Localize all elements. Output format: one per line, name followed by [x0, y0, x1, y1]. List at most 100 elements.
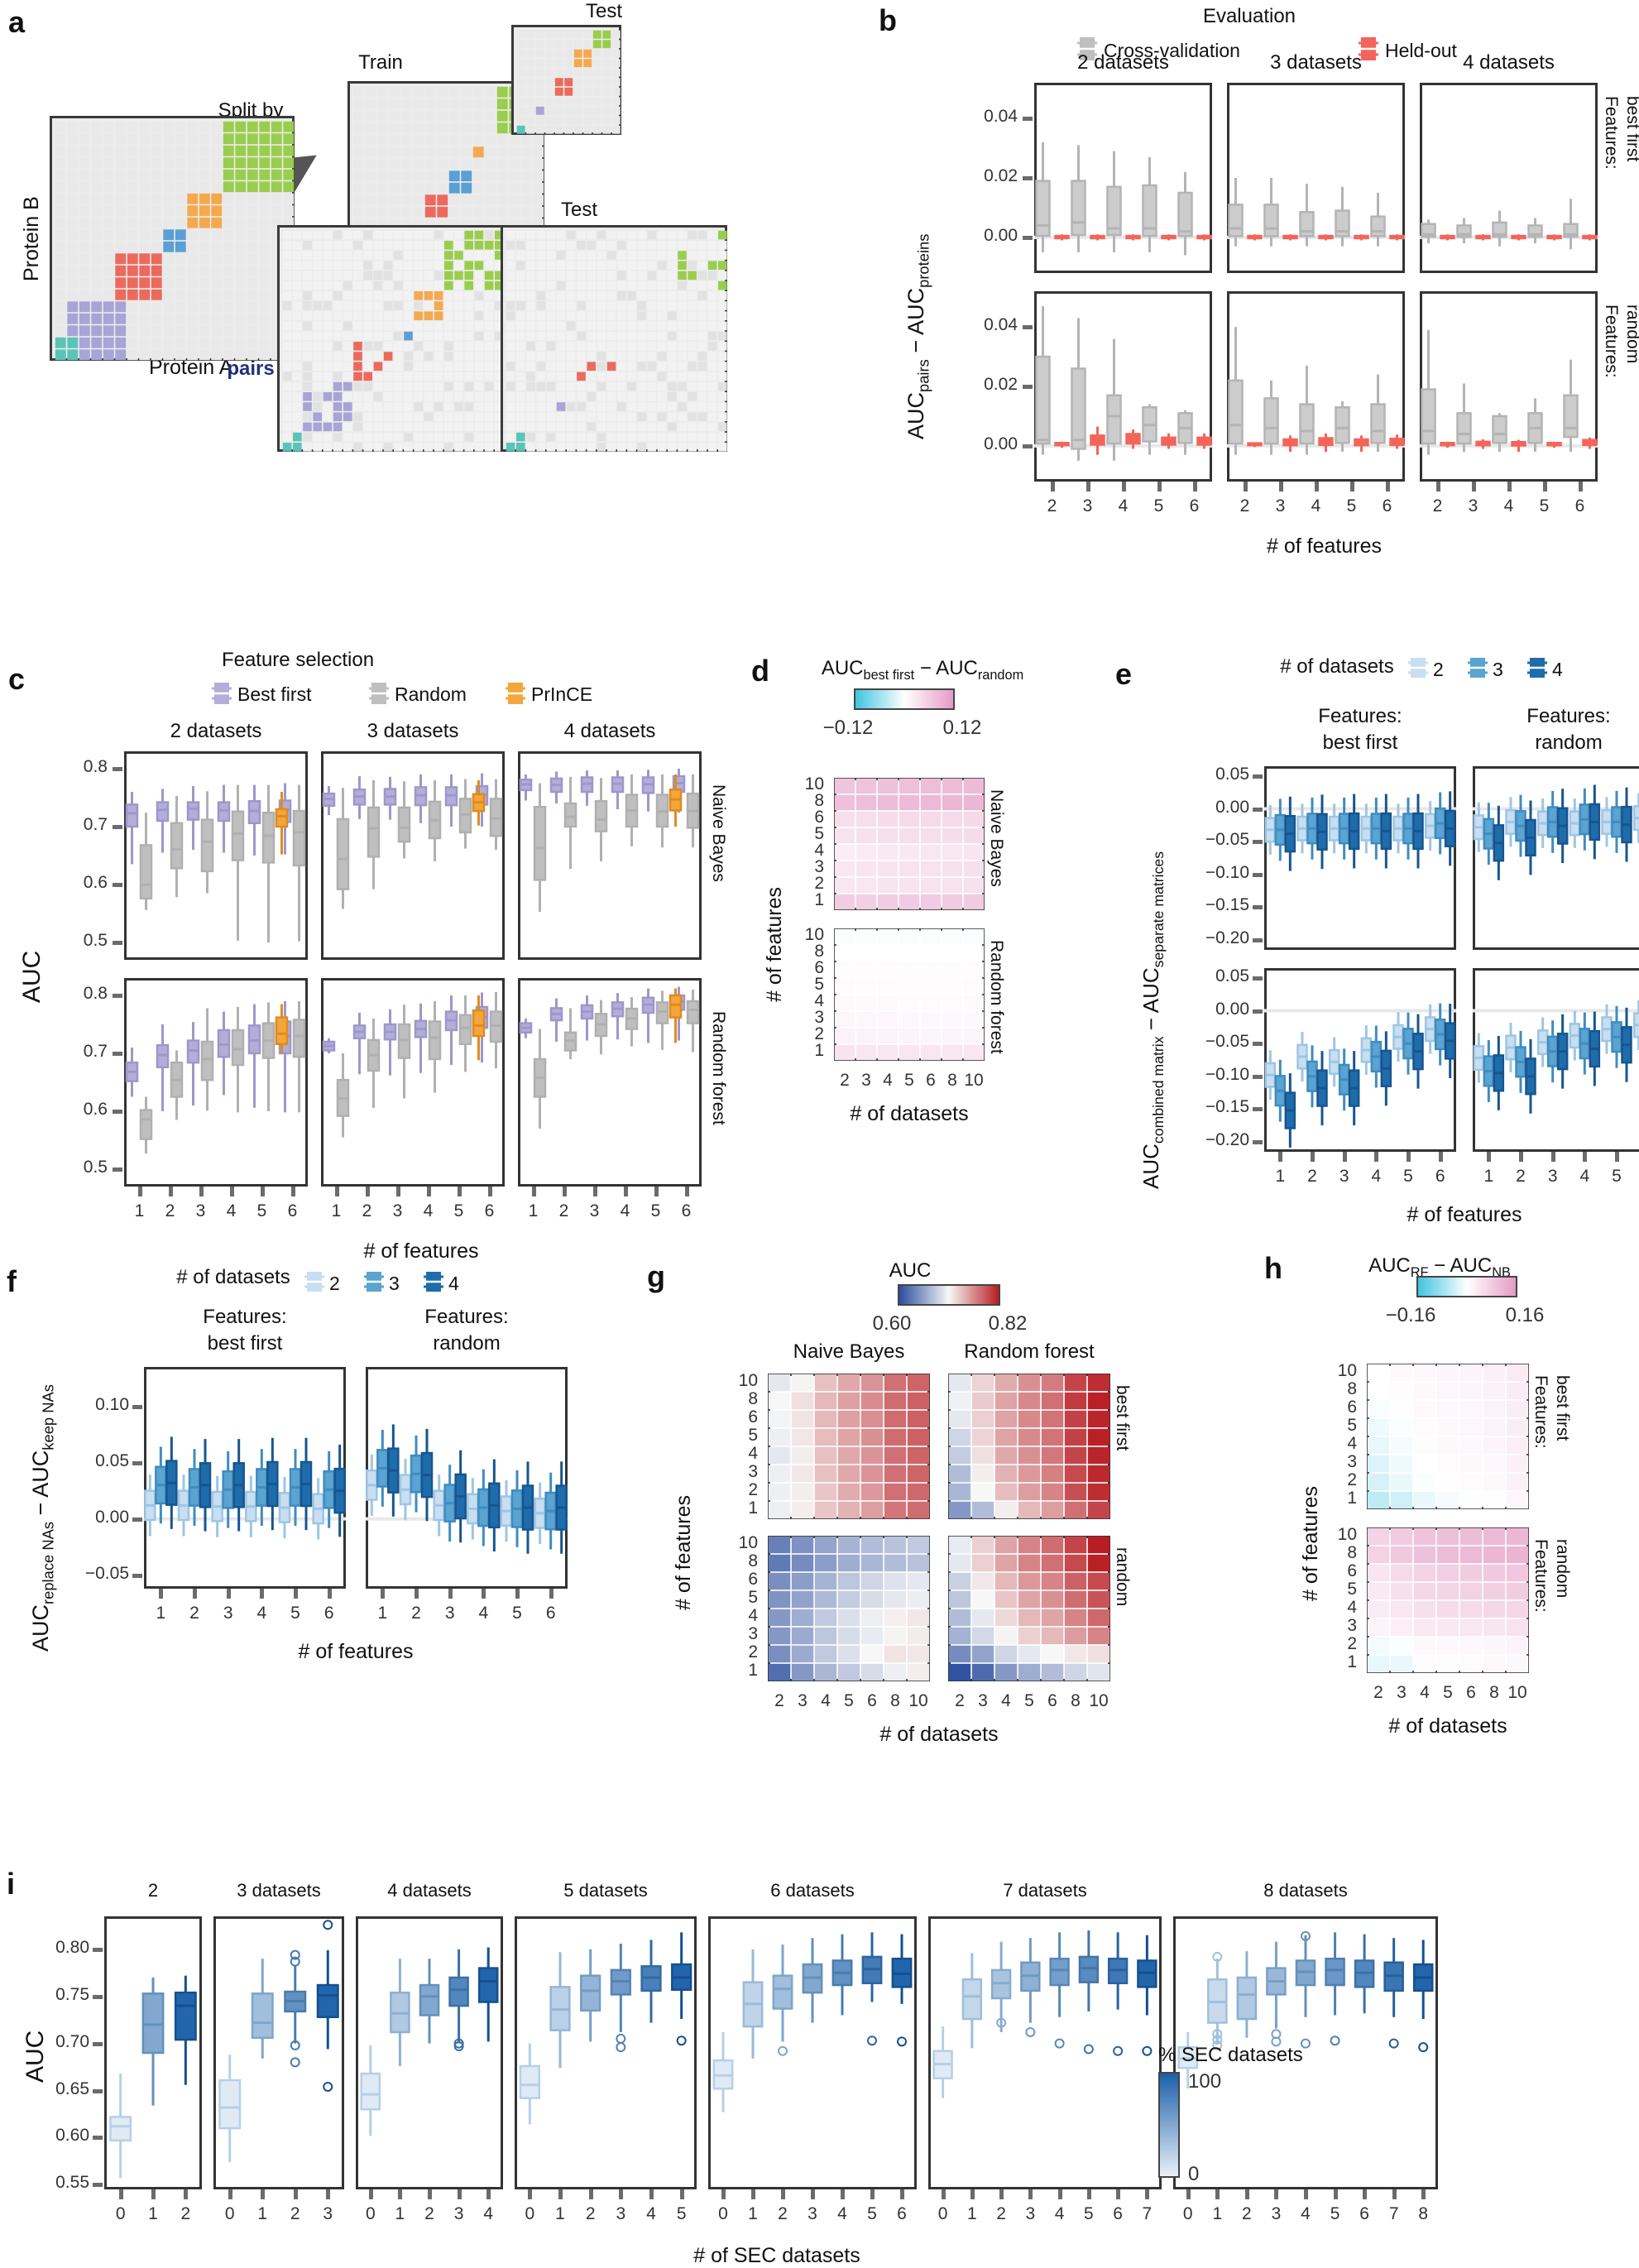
panel-b-xtick-label: 6 — [1382, 496, 1392, 515]
panel-c-ytick-mark — [113, 883, 122, 887]
pd-plot-ytick-label: 1 — [814, 1041, 824, 1060]
pf-plot-facet-r0c0 — [144, 1367, 346, 1589]
panel-c-yaxis-label: AUC — [18, 950, 46, 1003]
panel-b-ytick-label: 0.04 — [984, 107, 1018, 127]
panel-i-ytick-mark — [93, 2041, 103, 2046]
panel-b-ytick-label: 0.00 — [984, 225, 1018, 245]
panel-b-col-title-0: 2 datasets — [1077, 51, 1169, 74]
pf-legend-legend-label-2: 4 — [448, 1273, 459, 1294]
panel-i-xtick-label: 2 — [585, 2204, 596, 2223]
panel-b-xtick-mark — [1050, 482, 1055, 491]
ph-plot-yaxis-label: # of features — [1299, 1486, 1322, 1601]
panel-c-col-title-1: 3 datasets — [367, 720, 459, 742]
panel-i-xtick-mark — [293, 2189, 298, 2199]
panel-i-legend-gradient — [1158, 2072, 1180, 2178]
panel-b-xtick-mark — [1121, 482, 1126, 491]
panel-i-xtick-label: 6 — [1113, 2204, 1123, 2223]
panel-i-yaxis-label: AUC — [22, 2030, 49, 2083]
panel-i-xtick-label: 1 — [257, 2204, 268, 2223]
pf-plot-xtick-label: 4 — [256, 1604, 267, 1623]
panel-i-xtick-mark — [1392, 2189, 1397, 2199]
ph-plot-xtick-label: 3 — [1397, 1683, 1407, 1702]
panel-i-legend-title: % SEC datasets — [1158, 2044, 1303, 2066]
panel-i-xtick-mark — [588, 2189, 593, 2199]
ph-plot-ytick-label: 1 — [1347, 1489, 1357, 1508]
pe-plot-ytick-label: 0.05 — [1215, 966, 1249, 985]
panel-b-xtick-label: 5 — [1153, 496, 1164, 515]
panel-i-xaxis-label: # of SEC datasets — [693, 2244, 860, 2267]
panel-b-ytick-mark — [1023, 176, 1033, 180]
ph-plot-ytick-label: 8 — [1347, 1543, 1357, 1562]
ph-plot-xtick-label: 10 — [1507, 1683, 1527, 1702]
panel-c-xtick-label: 6 — [681, 1201, 692, 1220]
pg-plot-row-strip-1-0: random — [1113, 1547, 1132, 1607]
panel-i-xtick-label: 5 — [676, 2204, 687, 2223]
panel-b-xtick-label: 2 — [1239, 496, 1250, 515]
panel-i-xtick-mark — [619, 2189, 624, 2199]
ph-plot-ytick-label: 4 — [1347, 1434, 1357, 1453]
panel-i-xtick-mark — [841, 2189, 845, 2199]
ph-cbar-min-label: −0.16 — [1385, 1304, 1436, 1326]
panel-c-ytick-label: 0.6 — [83, 873, 108, 892]
pe-plot-ytick-label: 0.05 — [1215, 764, 1249, 784]
pd-plot-xtick-label: 5 — [904, 1071, 914, 1090]
pf-plot-xtick-mark — [448, 1589, 453, 1599]
panel-c-legend-label-2: PrInCE — [531, 683, 593, 705]
pg-plot-ytick-label: 2 — [748, 1642, 758, 1661]
pe-plot-ytick-label: −0.15 — [1205, 895, 1249, 915]
ph-plot-ytick-label: 1 — [1347, 1652, 1357, 1671]
panel-f-label: f — [7, 1264, 17, 1298]
pd-plot-xtick-label: 6 — [926, 1071, 936, 1090]
panel-i-col-title-1: 3 datasets — [237, 1880, 321, 1901]
pe-plot-xtick-label: 5 — [1612, 1167, 1622, 1186]
panel-c: c Feature selection Best first Random PrIn… — [0, 645, 745, 1263]
panel-i-xtick-mark — [457, 2189, 462, 2199]
panel-i-xtick-mark — [751, 2189, 755, 2199]
panel-c-xtick-mark — [654, 1187, 659, 1196]
pg-plot-ytick-label: 6 — [748, 1570, 758, 1589]
panel-c-col-title-2: 4 datasets — [563, 720, 656, 742]
panel-i-xtick-label: 4 — [1301, 2204, 1311, 2223]
panel-i-xtick-mark — [1304, 2189, 1308, 2199]
pe-plot-ytick-mark — [1253, 905, 1263, 910]
panel-c-xtick-mark — [137, 1187, 142, 1196]
pe-plot-ytick-mark — [1253, 1140, 1263, 1145]
pg-plot-ytick-label: 2 — [748, 1480, 758, 1499]
pf-plot-xtick-mark — [260, 1589, 265, 1599]
panel-i-ytick-label: 0.80 — [55, 1937, 89, 1957]
panel-b-xtick-mark — [1385, 482, 1390, 491]
panel-b-xtick-mark — [1243, 482, 1248, 491]
panel-i-xtick-label: 0 — [365, 2204, 376, 2223]
panel-b-xaxis-label: # of features — [1267, 535, 1382, 558]
pe-plot-ytick-mark — [1253, 807, 1263, 812]
panel-i-xtick-label: 2 — [290, 2204, 300, 2223]
panel-c-facet-r1c0 — [124, 978, 308, 1187]
panel-b-ytick-mark — [1023, 385, 1033, 389]
panel-i-xtick-label: 4 — [1054, 2204, 1065, 2223]
pf-plot-xtick-label: 6 — [545, 1604, 556, 1623]
panel-c-xtick-mark — [487, 1187, 492, 1196]
panel-i-xtick-label: 0 — [115, 2204, 126, 2223]
panel-i-ytick-label: 0.55 — [55, 2173, 89, 2193]
pg-plot-ytick-label: 6 — [748, 1407, 758, 1426]
panel-c-xtick-label: 5 — [256, 1201, 267, 1220]
pg-plot-xtick-label: 3 — [978, 1691, 988, 1710]
pe-legend-legend-label-2: 4 — [1552, 659, 1563, 680]
panel-c-facet-r0c1 — [321, 751, 505, 960]
panel-b-xtick-mark — [1542, 482, 1547, 491]
pf-plot-col-title-1-1: random — [433, 1332, 501, 1355]
panel-c-xtick-mark — [457, 1187, 462, 1196]
ph-plot-row-strip-1-1: random — [1553, 1539, 1572, 1599]
panel-i-xtick-label: 6 — [1359, 2204, 1369, 2223]
panel-i-xtick-mark — [811, 2189, 815, 2199]
pf-plot-ytick-mark — [132, 1460, 142, 1465]
pg-cbar-max-label: 0.82 — [988, 1312, 1028, 1335]
panel-c-xtick-mark — [684, 1187, 689, 1196]
panel-c-xtick-mark — [168, 1187, 173, 1196]
panel-c-xtick-label: 6 — [287, 1201, 298, 1220]
pf-plot-xtick-label: 6 — [323, 1604, 334, 1623]
panel-i-xtick-label: 5 — [1084, 2204, 1094, 2223]
panel-i-col-title-3: 5 datasets — [563, 1880, 648, 1901]
pe-plot-xtick-mark — [1311, 1152, 1315, 1162]
pe-plot-xtick-label: 4 — [1579, 1167, 1590, 1186]
